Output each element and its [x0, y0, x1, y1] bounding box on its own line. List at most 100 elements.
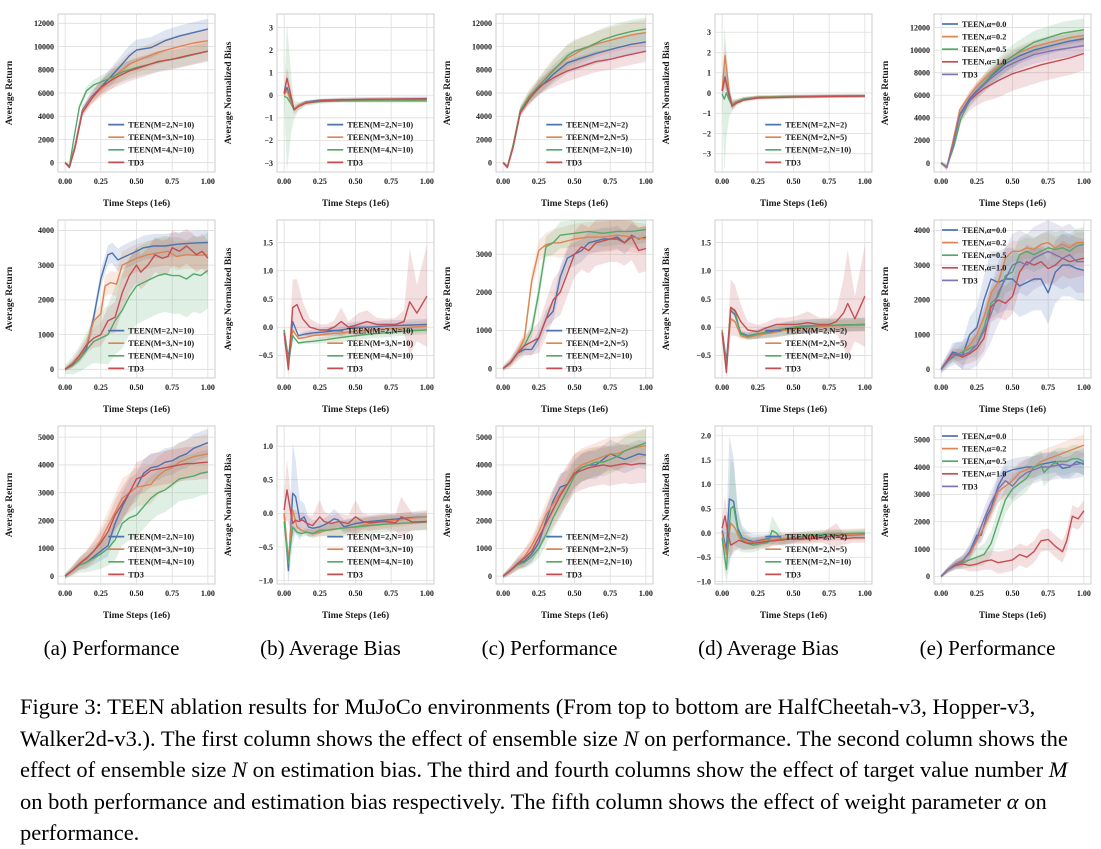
svg-text:5000: 5000 [914, 436, 930, 445]
svg-text:TEEN(M=2,N=10): TEEN(M=2,N=10) [128, 327, 194, 336]
subplot-walker-perf-n: 0.00 0.25 0.50 0.75 1.00 0 1000 2000 3000 4000 500… [440, 416, 659, 622]
subplot-hopper-perf-alpha: 0.00 0.25 0.50 0.75 1.00 0 1000 2000 3000 4000 Tim… [878, 210, 1097, 416]
svg-text:0: 0 [707, 89, 711, 98]
svg-text:0.50: 0.50 [787, 177, 801, 186]
svg-text:0.75: 0.75 [603, 589, 617, 598]
svg-text:TD3: TD3 [566, 570, 582, 579]
svg-text:0.50: 0.50 [130, 589, 144, 598]
svg-text:1.00: 1.00 [420, 383, 434, 392]
svg-text:1: 1 [707, 69, 711, 78]
svg-text:TEEN(M=2,N=2): TEEN(M=2,N=2) [566, 533, 628, 542]
svg-text:TEEN(M=4,N=10): TEEN(M=4,N=10) [128, 352, 194, 361]
svg-text:0: 0 [50, 159, 54, 168]
svg-text:0.50: 0.50 [349, 589, 363, 598]
svg-text:TEEN,α=0.2: TEEN,α=0.2 [962, 239, 1006, 248]
svg-text:1.00: 1.00 [858, 177, 872, 186]
subcaption-c: (c) Performance [481, 636, 618, 660]
svg-text:4000: 4000 [914, 226, 930, 235]
svg-text:TD3: TD3 [566, 364, 582, 373]
svg-text:4000: 4000 [476, 112, 492, 121]
svg-text:10000: 10000 [34, 42, 54, 51]
svg-text:Average Return: Average Return [881, 60, 891, 125]
svg-text:1.00: 1.00 [858, 589, 872, 598]
svg-text:0.75: 0.75 [822, 177, 836, 186]
svg-text:0.00: 0.00 [934, 589, 948, 598]
svg-text:0.25: 0.25 [532, 383, 546, 392]
svg-text:1000: 1000 [914, 545, 930, 554]
svg-text:−0.5: −0.5 [696, 553, 711, 562]
svg-text:0.75: 0.75 [165, 589, 179, 598]
svg-text:−2: −2 [702, 129, 711, 138]
svg-text:2: 2 [707, 48, 711, 57]
svg-text:0.50: 0.50 [130, 383, 144, 392]
svg-text:TD3: TD3 [785, 158, 801, 167]
svg-text:TEEN(M=2,N=5): TEEN(M=2,N=5) [785, 545, 847, 554]
svg-text:2000: 2000 [38, 296, 54, 305]
svg-text:TEEN(M=3,N=10): TEEN(M=3,N=10) [347, 133, 413, 142]
svg-text:0: 0 [926, 159, 930, 168]
svg-text:0: 0 [926, 572, 930, 581]
svg-text:5000: 5000 [476, 433, 492, 442]
svg-text:1.0: 1.0 [701, 267, 711, 276]
svg-text:TEEN(M=2,N=2): TEEN(M=2,N=2) [785, 533, 847, 542]
subplot-halfcheetah-perf-alpha: 0.00 0.25 0.50 0.75 1.00 0 2000 4000 6000 8000 100… [878, 4, 1097, 210]
svg-text:1.00: 1.00 [1077, 589, 1091, 598]
svg-text:1.00: 1.00 [639, 177, 653, 186]
svg-text:0: 0 [926, 365, 930, 374]
svg-text:0: 0 [50, 572, 54, 581]
svg-text:Average Return: Average Return [5, 266, 15, 331]
svg-text:Time Steps (1e6): Time Steps (1e6) [979, 404, 1046, 415]
svg-text:TEEN(M=3,N=10): TEEN(M=3,N=10) [128, 133, 194, 142]
svg-text:3: 3 [269, 23, 273, 32]
svg-text:2000: 2000 [914, 136, 930, 145]
subcaption-row: (a) Performance (b) Average Bias (c) Per… [0, 636, 1101, 661]
svg-text:2000: 2000 [476, 135, 492, 144]
svg-text:5000: 5000 [38, 433, 54, 442]
svg-text:−3: −3 [702, 150, 711, 159]
svg-text:0.25: 0.25 [970, 589, 984, 598]
svg-text:TEEN(M=2,N=10): TEEN(M=2,N=10) [347, 533, 413, 542]
svg-text:3000: 3000 [476, 250, 492, 259]
svg-text:0.50: 0.50 [568, 177, 582, 186]
svg-text:0.5: 0.5 [263, 476, 273, 485]
svg-text:0.00: 0.00 [58, 383, 72, 392]
svg-text:0.25: 0.25 [94, 589, 108, 598]
svg-text:0.50: 0.50 [787, 383, 801, 392]
svg-text:0.75: 0.75 [603, 383, 617, 392]
svg-text:0.75: 0.75 [1041, 383, 1055, 392]
svg-text:−3: −3 [264, 159, 273, 168]
svg-text:1.00: 1.00 [639, 383, 653, 392]
svg-text:0.0: 0.0 [263, 509, 273, 518]
svg-text:TD3: TD3 [962, 70, 978, 79]
svg-text:0.00: 0.00 [277, 589, 291, 598]
svg-text:6000: 6000 [38, 89, 54, 98]
svg-text:1.00: 1.00 [420, 177, 434, 186]
svg-text:TEEN(M=2,N=2): TEEN(M=2,N=2) [566, 327, 628, 336]
svg-text:Time Steps (1e6): Time Steps (1e6) [760, 610, 827, 621]
svg-text:12000: 12000 [910, 23, 930, 32]
svg-text:0.75: 0.75 [165, 177, 179, 186]
svg-text:8000: 8000 [476, 66, 492, 75]
svg-text:0: 0 [488, 364, 492, 373]
svg-text:TEEN(M=2,N=5): TEEN(M=2,N=5) [566, 545, 628, 554]
svg-text:0.25: 0.25 [313, 589, 327, 598]
svg-text:Average Normalized Bias: Average Normalized Bias [224, 453, 234, 556]
svg-text:4000: 4000 [38, 112, 54, 121]
svg-text:4000: 4000 [38, 226, 54, 235]
svg-text:TEEN(M=4,N=10): TEEN(M=4,N=10) [128, 558, 194, 567]
svg-text:0.5: 0.5 [701, 504, 711, 513]
svg-text:10000: 10000 [472, 42, 492, 51]
svg-text:2: 2 [269, 46, 273, 55]
svg-text:0.25: 0.25 [970, 383, 984, 392]
svg-text:8000: 8000 [38, 66, 54, 75]
subplot-halfcheetah-perf-m: 0.00 0.25 0.50 0.75 1.00 0 2000 4000 6000 8000 100… [2, 4, 221, 210]
svg-text:0.00: 0.00 [496, 383, 510, 392]
svg-text:2000: 2000 [914, 518, 930, 527]
svg-text:TEEN,α=0.5: TEEN,α=0.5 [962, 45, 1006, 54]
subplot-walker-perf-alpha: 0.00 0.25 0.50 0.75 1.00 0 1000 2000 3000 4000 500… [878, 416, 1097, 622]
subcaption-d: (d) Average Bias [698, 636, 839, 660]
svg-text:Time Steps (1e6): Time Steps (1e6) [979, 610, 1046, 621]
svg-text:−2: −2 [264, 136, 273, 145]
svg-text:1000: 1000 [914, 330, 930, 339]
svg-text:TEEN(M=3,N=10): TEEN(M=3,N=10) [347, 545, 413, 554]
